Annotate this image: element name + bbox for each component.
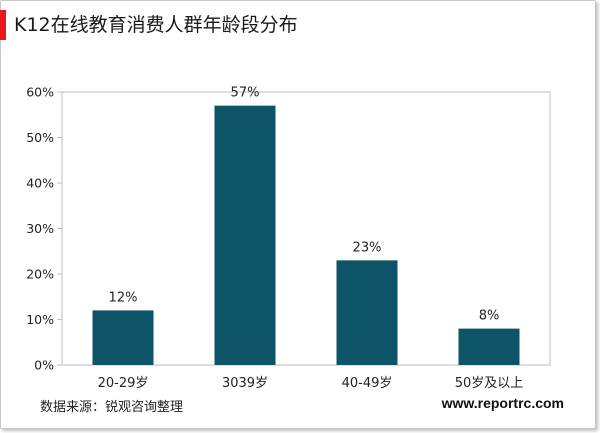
source-note: 数据来源：锐观咨询整理 (40, 400, 184, 415)
y-tick-label: 40% (26, 176, 54, 191)
y-tick-label: 0% (34, 358, 54, 373)
y-tick-label: 30% (26, 221, 54, 236)
data-label: 23% (353, 240, 382, 255)
bars-group (92, 105, 520, 366)
data-labels-group: 12% 57% 23% 8% (109, 86, 500, 324)
website-label: www.reportrc.com (441, 395, 564, 411)
data-label: 12% (109, 290, 138, 305)
bar (92, 310, 154, 365)
bar (214, 105, 276, 366)
y-axis: 0% 10% 20% 30% 40% 50% 60% (26, 85, 62, 373)
x-axis: 20-29岁 3039岁 40-49岁 50岁及以上 (98, 376, 524, 391)
y-tick-label: 60% (26, 85, 54, 100)
data-label: 57% (231, 86, 260, 101)
x-tick-label: 40-49岁 (342, 376, 393, 391)
data-label: 8% (479, 309, 500, 324)
y-tick-label: 10% (26, 312, 54, 327)
y-tick-label: 20% (26, 267, 54, 282)
chart-title: K12在线教育消费人群年龄段分布 (14, 14, 298, 36)
x-tick-label: 50岁及以上 (455, 376, 524, 391)
title-accent-bar (0, 10, 6, 40)
x-tick-label: 3039岁 (222, 376, 268, 391)
y-tick-label: 50% (26, 130, 54, 145)
x-tick-label: 20-29岁 (98, 376, 149, 391)
bar (336, 260, 398, 365)
bar (458, 328, 520, 365)
